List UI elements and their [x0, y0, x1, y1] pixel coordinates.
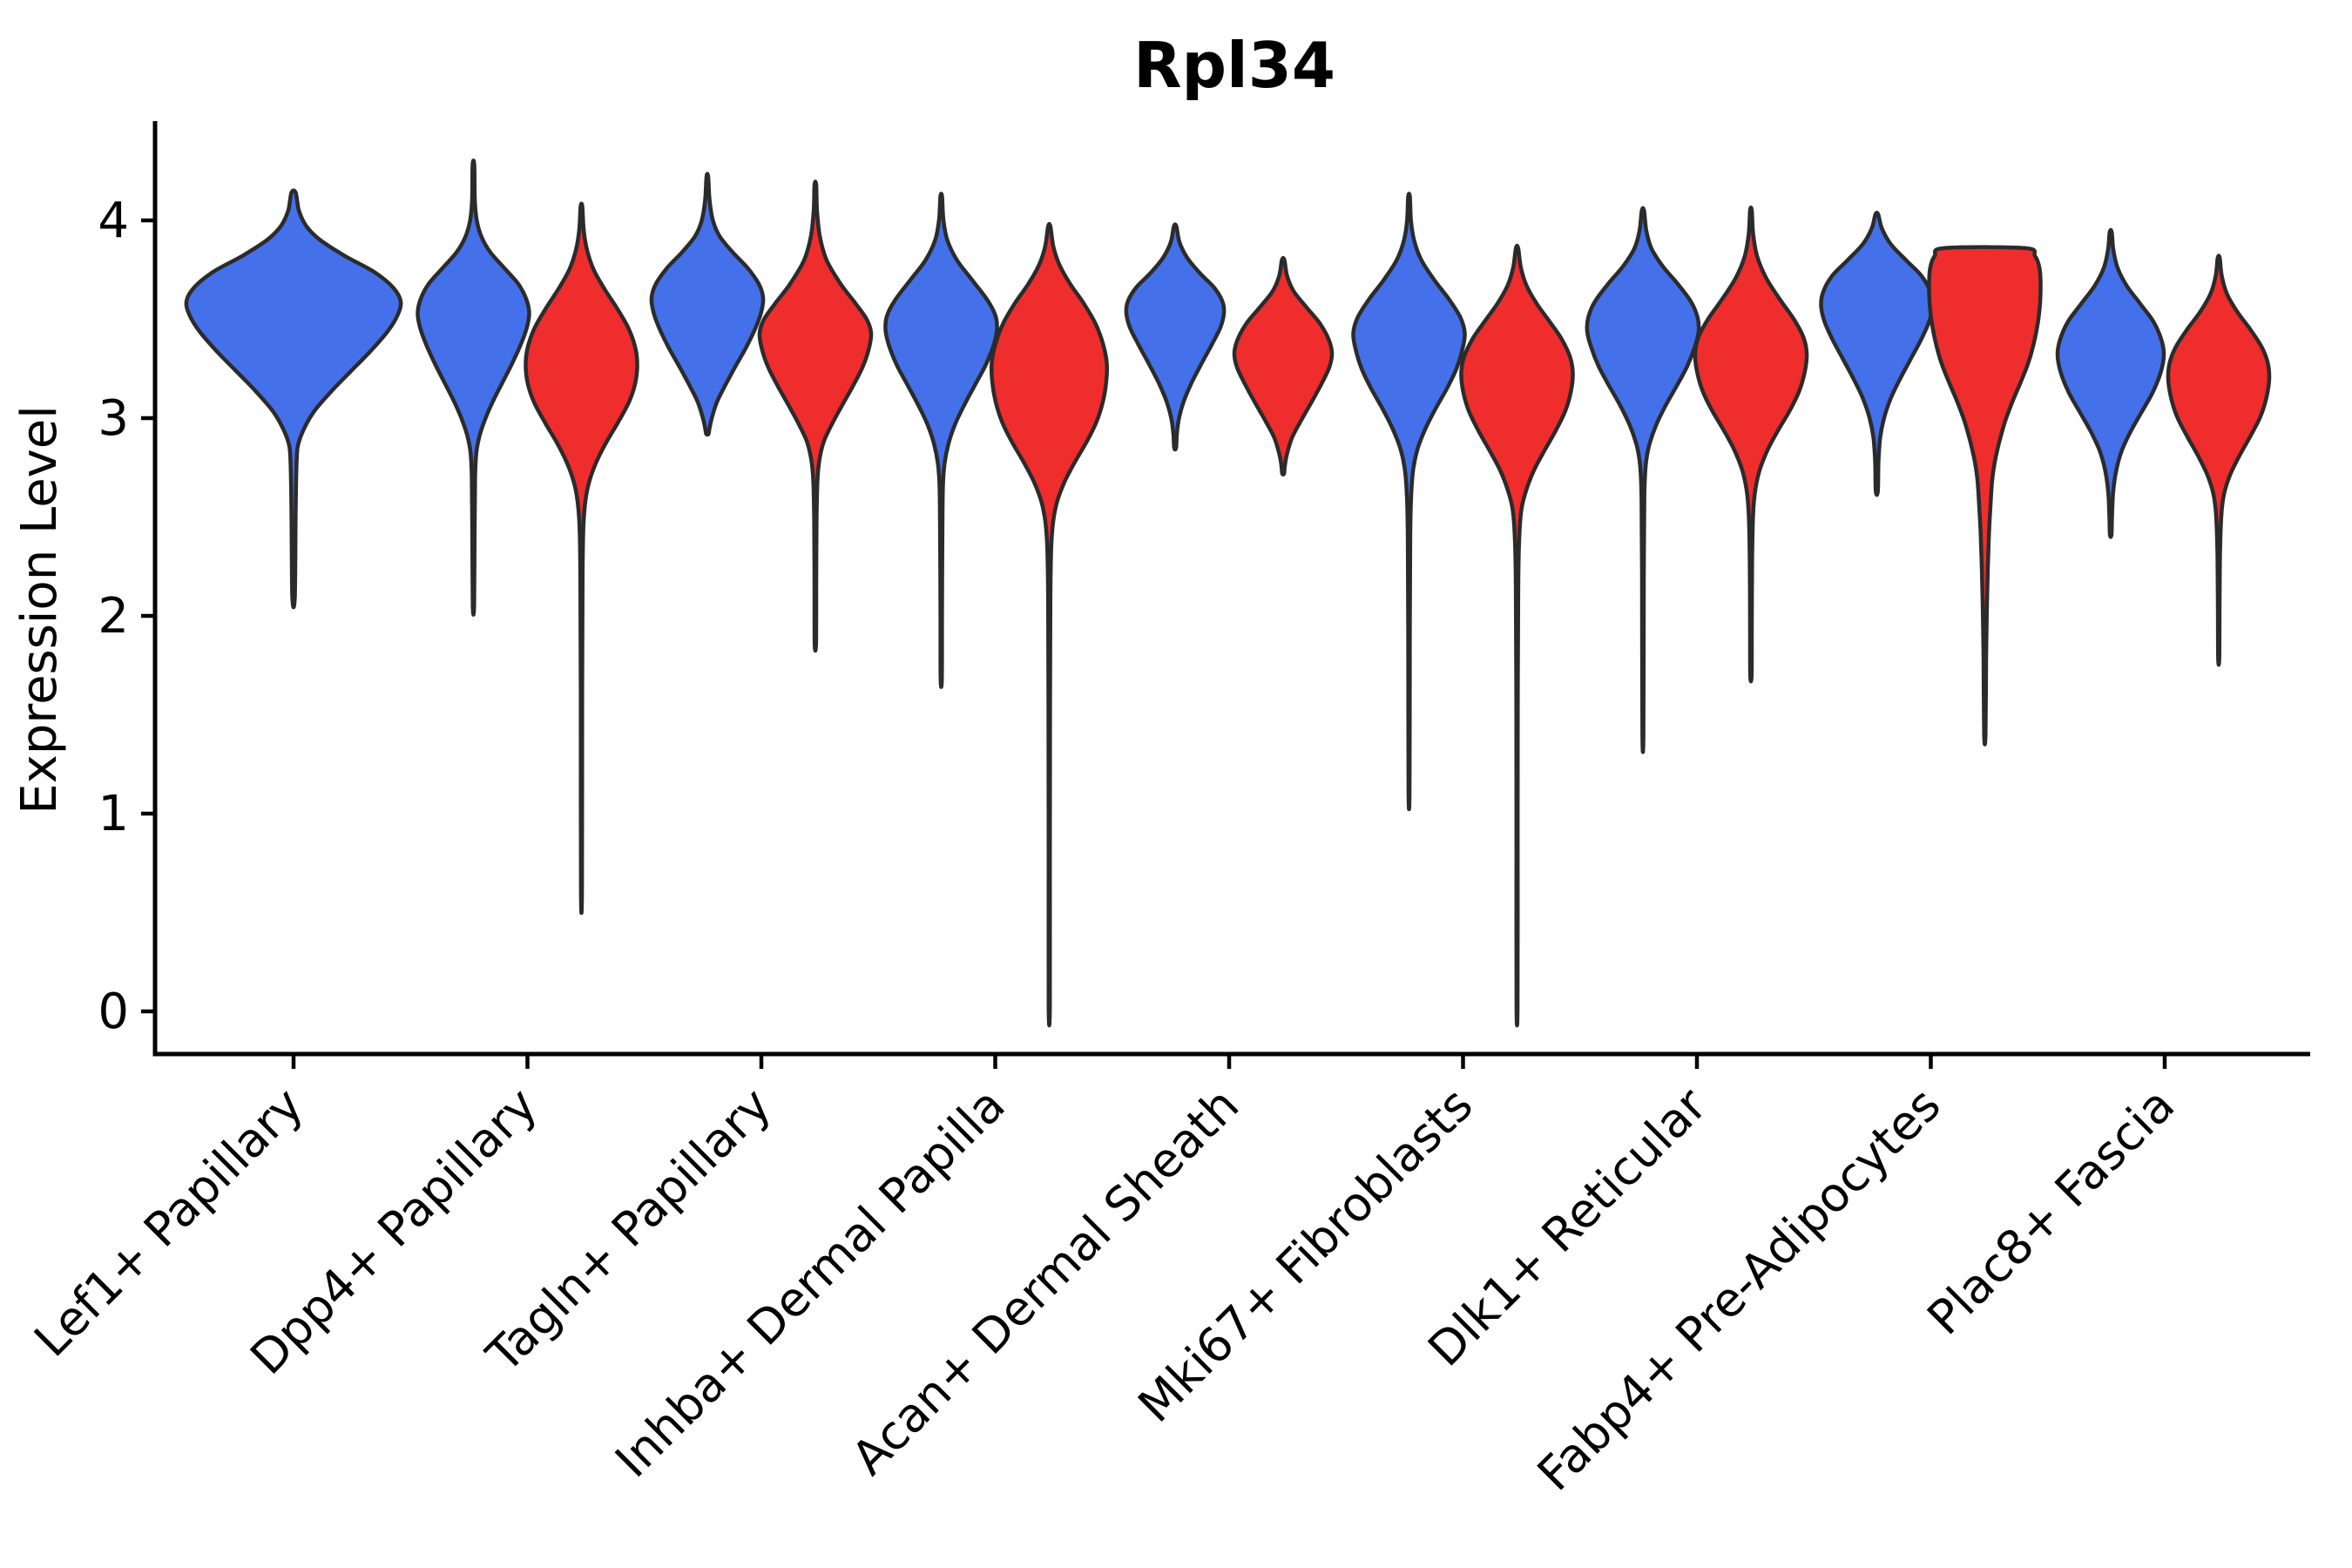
axis-layer [141, 121, 2310, 1069]
y-tick-label-4: 4 [98, 193, 129, 249]
violin-red-Acan+ [1232, 255, 1335, 476]
chart-title: Rpl34 [1133, 29, 1335, 102]
violin-red-Tagln+ [757, 179, 874, 653]
violin-blue-Tagln+ [649, 172, 766, 437]
violin-blue-Acan+ [1124, 222, 1227, 452]
violin-blue-Mki67+ [1351, 192, 1467, 812]
violin-red-Dlk1+ [1693, 206, 1809, 684]
violin-blue-Inhba+ [883, 192, 999, 689]
x-tick-label-4: Acan+ Dermal Sheath [841, 1078, 1249, 1485]
x-tick-label-3: Inhba+ Dermal Papilla [605, 1078, 1015, 1488]
violin-red-Fabp4+ [1927, 245, 2043, 747]
violin-red-Plac8+ [2166, 253, 2272, 667]
violin-blue-Dlk1+ [1585, 206, 1701, 754]
y-axis-label: Expression Level [11, 405, 68, 814]
y-tick-label-1: 1 [98, 786, 129, 842]
violin-blue-Dpp4+ [416, 159, 531, 617]
violin-blue-Fabp4+ [1819, 210, 1935, 497]
x-tick-label-8: Plac8+ Fascia [1916, 1078, 2185, 1346]
y-tick-label-2: 2 [98, 588, 129, 645]
y-tick-label-0: 0 [98, 983, 129, 1040]
violin-red-Mki67+ [1459, 243, 1575, 1028]
violin-blue-Lef1+ [184, 188, 403, 610]
y-tick-label-3: 3 [98, 390, 129, 447]
violin-red-Inhba+ [989, 221, 1110, 1028]
violin-red-Dpp4+ [524, 201, 639, 915]
violin-blue-Plac8+ [2055, 227, 2166, 539]
x-tick-label-7: Fabp4+ Pre-Adipocytes [1527, 1078, 1951, 1502]
violin-layer [184, 159, 2272, 1028]
